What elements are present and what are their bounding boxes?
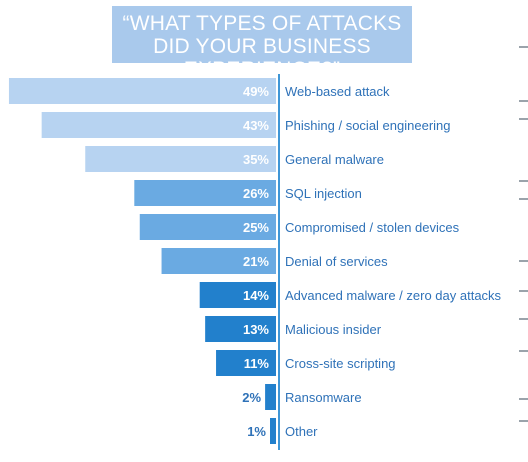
bar-other	[270, 418, 276, 444]
value-label-phishing-social-engineering: 43%	[243, 118, 269, 133]
bar-malicious-insider	[205, 316, 276, 342]
value-label-advanced-malware-zero-day-attacks: 14%	[243, 288, 269, 303]
value-label-cross-site-scripting: 11%	[244, 356, 270, 371]
bar-advanced-malware-zero-day-attacks	[199, 282, 276, 308]
edge-mark	[519, 118, 528, 120]
chart-axis-divider	[278, 74, 280, 450]
bar-web-based-attack	[8, 78, 276, 104]
category-label-advanced-malware-zero-day-attacks: Advanced malware / zero day attacks	[285, 288, 502, 303]
chart-title-line-2: DID YOUR BUSINESS EXPERIENCE?”	[153, 35, 371, 81]
bar-compromised-stolen-devices	[139, 214, 276, 240]
category-label-phishing-social-engineering: Phishing / social engineering	[285, 118, 451, 133]
value-label-other: 1%	[247, 424, 266, 439]
value-label-compromised-stolen-devices: 25%	[243, 220, 269, 235]
edge-mark	[519, 290, 528, 292]
edge-mark	[519, 318, 528, 320]
bar-cross-site-scripting	[216, 350, 276, 376]
category-label-ransomware: Ransomware	[285, 390, 362, 405]
bar-general-malware	[85, 146, 276, 172]
value-label-malicious-insider: 13%	[243, 322, 269, 337]
value-label-ransomware: 2%	[242, 390, 261, 405]
category-label-web-based-attack: Web-based attack	[285, 84, 390, 99]
edge-mark	[519, 420, 528, 422]
chart-title-line-1: “WHAT TYPES OF ATTACKS	[122, 12, 402, 35]
edge-mark	[519, 180, 528, 182]
edge-mark	[519, 198, 528, 200]
edge-mark	[519, 398, 528, 400]
category-label-other: Other	[285, 424, 318, 439]
category-label-cross-site-scripting: Cross-site scripting	[285, 356, 396, 371]
category-label-compromised-stolen-devices: Compromised / stolen devices	[285, 220, 460, 235]
edge-mark	[519, 350, 528, 352]
bar-phishing-social-engineering	[41, 112, 277, 138]
value-label-web-based-attack: 49%	[243, 84, 269, 99]
bar-denial-of-services	[161, 248, 276, 274]
value-label-general-malware: 35%	[243, 152, 269, 167]
category-label-malicious-insider: Malicious insider	[285, 322, 382, 337]
edge-mark	[519, 260, 528, 262]
bar-ransomware	[265, 384, 276, 410]
chart-title-box: “WHAT TYPES OF ATTACKS DID YOUR BUSINESS…	[112, 6, 412, 81]
edge-mark	[519, 100, 528, 102]
value-label-sql-injection: 26%	[243, 186, 269, 201]
category-label-general-malware: General malware	[285, 152, 384, 167]
edge-mark	[519, 46, 528, 48]
value-label-denial-of-services: 21%	[243, 254, 269, 269]
category-label-denial-of-services: Denial of services	[285, 254, 388, 269]
bar-sql-injection	[134, 180, 276, 206]
category-label-sql-injection: SQL injection	[285, 186, 362, 201]
